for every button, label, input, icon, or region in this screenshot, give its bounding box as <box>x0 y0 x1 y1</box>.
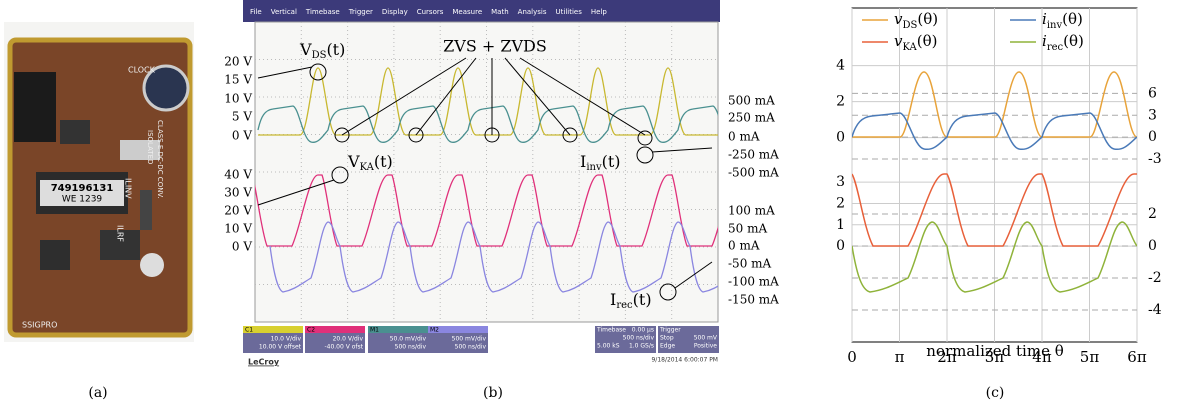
y-tick-label: 0 <box>836 238 845 254</box>
channel-info: 500 mV/div <box>452 336 487 343</box>
y2-tick-label: 0 <box>1148 129 1157 145</box>
brand: LeCroy <box>248 358 280 367</box>
board-label: WE 1239 <box>62 195 103 205</box>
scope-axis-label: 20 V <box>224 55 252 69</box>
info-text: 1.0 GS/s <box>629 343 654 350</box>
info-text: Trigger <box>659 327 681 334</box>
board-label: CLOCK <box>128 66 156 75</box>
info-text: 0.00 µs <box>632 327 654 334</box>
channel-info: -40.00 V ofst <box>324 344 363 351</box>
menu-item: Trigger <box>348 8 373 16</box>
y2-tick-label: 6 <box>1148 85 1157 101</box>
channel-info: 10.00 V offset <box>259 344 302 351</box>
timestamp: 9/18/2014 6:00:07 PM <box>651 357 718 364</box>
scope-axis-label: 40 V <box>224 168 252 182</box>
info-text: Edge <box>660 343 675 350</box>
scope-axis-label: 100 mA <box>728 204 775 218</box>
scope-axis-label: 50 mA <box>728 222 767 236</box>
y2-tick-label: -3 <box>1148 151 1162 167</box>
channel-info: 500 ns/div <box>455 344 487 351</box>
photo <box>4 22 194 342</box>
info-text: 500 ns/div <box>623 335 655 342</box>
scope-axis-label: 5 V <box>232 110 252 124</box>
legend-subscript: DS <box>902 20 917 31</box>
menu-item: Vertical <box>271 8 297 16</box>
scope-axis-label: 10 V <box>224 222 252 236</box>
legend-subscript: KA <box>902 42 917 53</box>
y-tick-label: 4 <box>836 58 845 74</box>
y-tick-label: 2 <box>836 94 845 110</box>
info-text: Timebase <box>596 327 626 334</box>
board-label: ILINV <box>124 178 133 199</box>
channel-name: C2 <box>307 327 315 334</box>
legend-argument: (θ) <box>1062 10 1083 28</box>
scope-axis-label: 20 V <box>224 204 252 218</box>
x-tick-label: 6π <box>1127 348 1147 366</box>
y2-tick-label: 0 <box>1148 238 1157 254</box>
y-tick-label: 0 <box>836 130 845 146</box>
channel-info: 50.0 mV/div <box>390 336 427 343</box>
scope-axis-label: -50 mA <box>728 257 772 271</box>
menu-item: Measure <box>452 8 482 16</box>
board-label: ILRF <box>116 225 125 242</box>
figure: 749196131 WE 1239 CLOCK ISOLATED CLASS E… <box>0 0 1184 405</box>
menu-item: Display <box>382 8 408 16</box>
legend-argument: (θ) <box>1063 32 1084 50</box>
scope-axis-label: 30 V <box>224 186 252 200</box>
channel-info: 20.0 V/div <box>333 336 364 343</box>
scope-axis-label: 0 mA <box>728 239 760 253</box>
scope-axis-label: -500 mA <box>728 166 779 180</box>
legend-argument: (θ) <box>917 32 938 50</box>
scope-axis-label: -100 mA <box>728 275 779 289</box>
scope-axis-label: 15 V <box>224 73 252 87</box>
scope-axis-label: -250 mA <box>728 148 779 162</box>
scope-axis-label: 500 mA <box>728 94 775 108</box>
y2-tick-label: 3 <box>1148 107 1157 123</box>
scope-axis-label: 0 mA <box>728 130 760 144</box>
info-text: Positive <box>694 343 717 350</box>
info-text: 5.00 kS <box>597 343 620 350</box>
menu-item: Utilities <box>556 8 583 16</box>
info-text: 500 mV <box>694 335 718 342</box>
caption: (a) <box>88 385 107 401</box>
caption: (c) <box>986 385 1005 401</box>
annotation: ZVS + ZVDS <box>443 37 547 56</box>
x-axis-label: normalized time θ <box>926 342 1064 360</box>
legend-subscript: inv <box>1047 20 1063 31</box>
info-text: Stop <box>660 335 674 342</box>
y2-tick-label: 2 <box>1148 206 1157 222</box>
menu-item: Cursors <box>417 8 444 16</box>
board-label: SSIGPRO <box>22 321 57 330</box>
scope-axis-label: 10 V <box>224 92 252 106</box>
y-tick-label: 3 <box>836 174 845 190</box>
board-label: ISOLATED <box>146 130 154 164</box>
scope-axis-label: 0 V <box>232 129 252 143</box>
y-tick-label: 1 <box>836 217 845 233</box>
menu-item: Analysis <box>518 8 547 16</box>
x-tick-label: 5π <box>1080 348 1100 366</box>
y2-tick-label: -2 <box>1148 270 1162 286</box>
board-label: CLASS E DC-DC CONV. <box>156 120 164 199</box>
channel-name: M1 <box>370 327 379 334</box>
scope-axis-label: 0 V <box>232 240 252 254</box>
scope-axis-label: 250 mA <box>728 111 775 125</box>
channel-name: C1 <box>245 327 253 334</box>
caption: (b) <box>483 385 503 401</box>
menu-item: Help <box>591 8 608 16</box>
y-tick-label: 2 <box>836 195 845 211</box>
board-label: 749196131 <box>51 183 114 194</box>
x-tick-label: 0 <box>847 348 857 366</box>
y2-tick-label: -4 <box>1148 302 1162 318</box>
channel-info: 500 ns/div <box>395 344 427 351</box>
menu-item: Timebase <box>305 8 340 16</box>
x-tick-label: π <box>895 348 905 366</box>
scope-axis-label: -150 mA <box>728 293 779 307</box>
channel-info: 10.0 V/div <box>271 336 302 343</box>
menu-item: File <box>250 8 262 16</box>
channel-name: M2 <box>430 327 439 334</box>
menu-item: Math <box>491 8 509 16</box>
legend-subscript: rec <box>1047 42 1064 53</box>
legend-argument: (θ) <box>917 10 938 28</box>
